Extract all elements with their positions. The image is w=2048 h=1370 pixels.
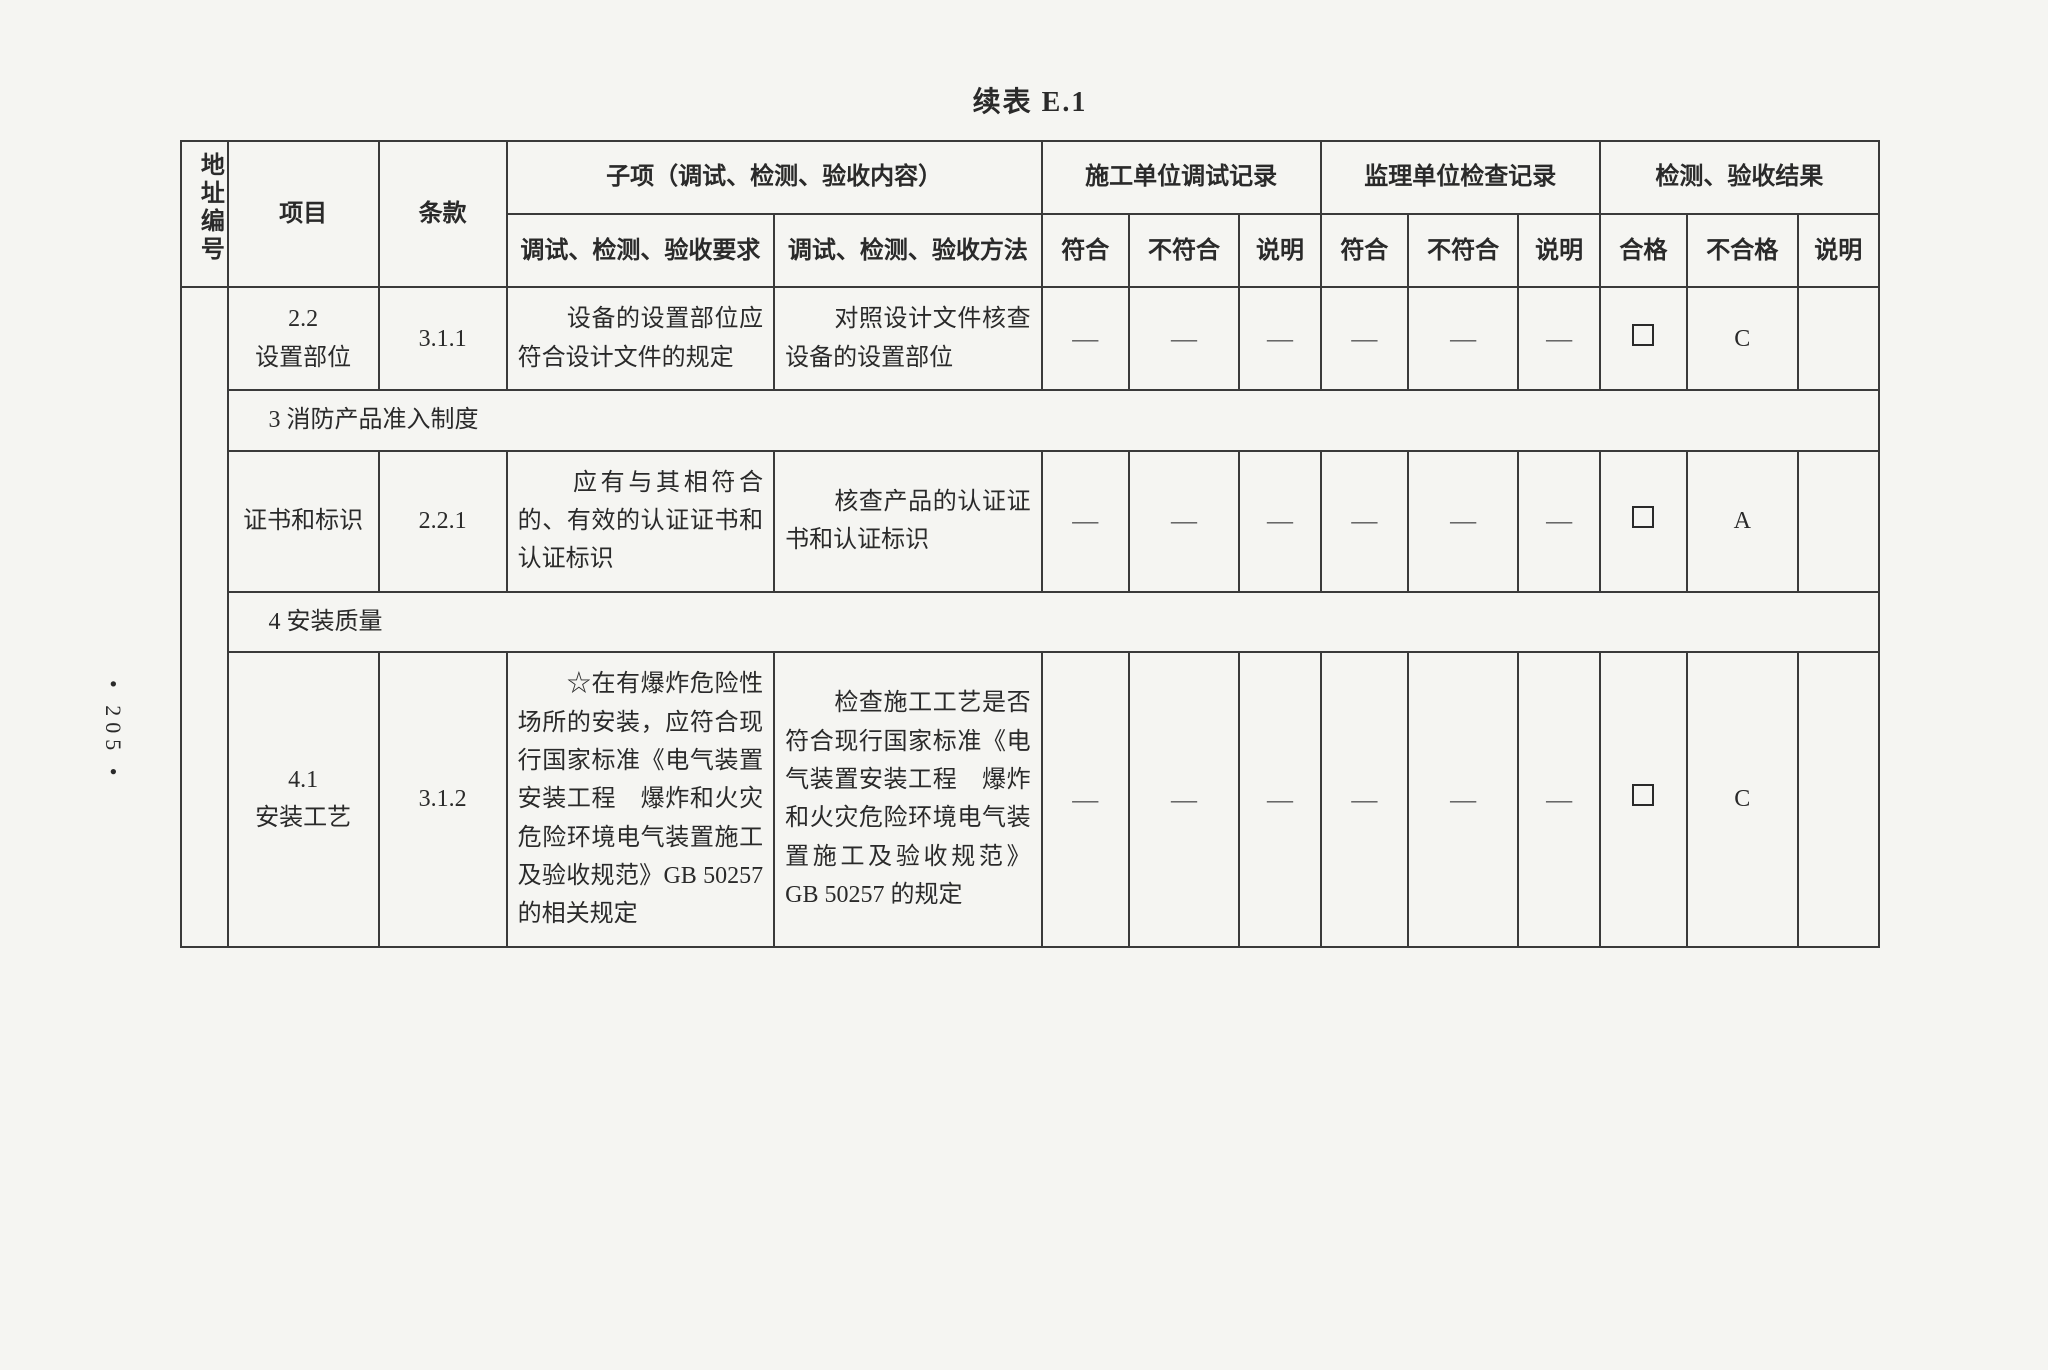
cell-checkbox (1600, 287, 1687, 390)
header-result: 检测、验收结果 (1600, 141, 1879, 214)
cell-dash: — (1042, 287, 1129, 390)
cell-item: 证书和标识 (228, 451, 379, 592)
cell-dash: — (1408, 287, 1518, 390)
section-header: 4 安装质量 (228, 592, 1879, 652)
cell-dash: — (1408, 451, 1518, 592)
cell-req: ☆在有爆炸危险性场所的安装，应符合现行国家标准《电气装置安装工程 爆炸和火灾危险… (507, 652, 774, 947)
cell-dash: — (1129, 652, 1239, 947)
cell-dash: — (1239, 287, 1320, 390)
cell-dash: — (1042, 451, 1129, 592)
cell-empty (1798, 287, 1879, 390)
header-notconform1: 不符合 (1129, 214, 1239, 287)
cell-dash: — (1321, 287, 1408, 390)
cell-dash: — (1239, 652, 1320, 947)
cell-dash: — (1129, 451, 1239, 592)
header-fail: 不合格 (1687, 214, 1797, 287)
cell-grade: C (1687, 652, 1797, 947)
cell-dash: — (1408, 652, 1518, 947)
cell-checkbox (1600, 451, 1687, 592)
cell-dash: — (1518, 652, 1599, 947)
checkbox-icon (1632, 324, 1654, 346)
cell-checkbox (1600, 652, 1687, 947)
cell-addr (181, 287, 228, 946)
checkbox-icon (1632, 506, 1654, 528)
cell-method: 检查施工工艺是否符合现行国家标准《电气装置安装工程 爆炸和火灾危险环境电气装置施… (774, 652, 1041, 947)
cell-method: 核查产品的认证证书和认证标识 (774, 451, 1041, 592)
section-row: 3 消防产品准入制度 (181, 390, 1879, 450)
cell-dash: — (1321, 652, 1408, 947)
header-item: 项目 (228, 141, 379, 287)
header-desc3: 说明 (1798, 214, 1879, 287)
cell-dash: — (1321, 451, 1408, 592)
cell-dash: — (1518, 287, 1599, 390)
inspection-table: 地址编号 项目 条款 子项（调试、检测、验收内容） 施工单位调试记录 监理单位检… (180, 140, 1880, 948)
cell-clause: 3.1.1 (379, 287, 507, 390)
cell-item: 2.2 设置部位 (228, 287, 379, 390)
header-subitem: 子项（调试、检测、验收内容） (507, 141, 1042, 214)
section-row: 4 安装质量 (181, 592, 1879, 652)
table-row: 4.1 安装工艺 3.1.2 ☆在有爆炸危险性场所的安装，应符合现行国家标准《电… (181, 652, 1879, 947)
checkbox-icon (1632, 784, 1654, 806)
header-pass: 合格 (1600, 214, 1687, 287)
header-supervision: 监理单位检查记录 (1321, 141, 1600, 214)
header-addr: 地址编号 (181, 141, 228, 287)
cell-grade: C (1687, 287, 1797, 390)
cell-item: 4.1 安装工艺 (228, 652, 379, 947)
header-clause: 条款 (379, 141, 507, 287)
cell-dash: — (1042, 652, 1129, 947)
header-conform1: 符合 (1042, 214, 1129, 287)
cell-req: 应有与其相符合的、有效的认证证书和认证标识 (507, 451, 774, 592)
section-header: 3 消防产品准入制度 (228, 390, 1879, 450)
cell-dash: — (1239, 451, 1320, 592)
cell-clause: 2.2.1 (379, 451, 507, 592)
page-number: • 205 • (100, 680, 126, 781)
cell-clause: 3.1.2 (379, 652, 507, 947)
table-title: 续表 E.1 (180, 80, 1880, 120)
header-method: 调试、检测、验收方法 (774, 214, 1041, 287)
header-req: 调试、检测、验收要求 (507, 214, 774, 287)
header-desc2: 说明 (1518, 214, 1599, 287)
header-desc1: 说明 (1239, 214, 1320, 287)
header-conform2: 符合 (1321, 214, 1408, 287)
cell-method: 对照设计文件核查设备的设置部位 (774, 287, 1041, 390)
header-construction: 施工单位调试记录 (1042, 141, 1321, 214)
cell-dash: — (1518, 451, 1599, 592)
cell-req: 设备的设置部位应符合设计文件的规定 (507, 287, 774, 390)
table-row: 2.2 设置部位 3.1.1 设备的设置部位应符合设计文件的规定 对照设计文件核… (181, 287, 1879, 390)
cell-empty (1798, 652, 1879, 947)
header-notconform2: 不符合 (1408, 214, 1518, 287)
cell-dash: — (1129, 287, 1239, 390)
cell-grade: A (1687, 451, 1797, 592)
cell-empty (1798, 451, 1879, 592)
table-row: 证书和标识 2.2.1 应有与其相符合的、有效的认证证书和认证标识 核查产品的认… (181, 451, 1879, 592)
